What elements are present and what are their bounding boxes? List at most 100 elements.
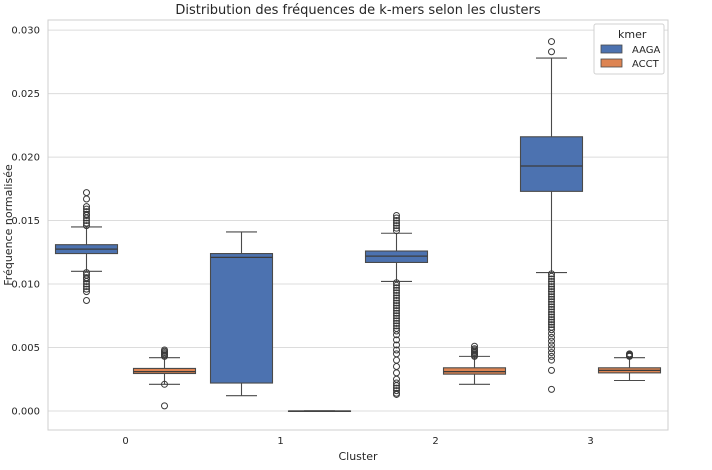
outlier-point — [161, 402, 168, 410]
outlier-point — [83, 277, 90, 285]
outlier-point — [548, 290, 555, 298]
outlier-point — [83, 195, 90, 203]
box-aaga-cluster-3 — [519, 38, 584, 393]
legend-title: kmer — [618, 28, 647, 41]
outlier-point — [393, 289, 400, 297]
x-axis-ticks: 0 1 2 3 — [122, 436, 593, 447]
outlier-point — [393, 369, 400, 377]
legend-swatch-aaga — [600, 44, 623, 54]
outlier-point — [83, 283, 90, 291]
y-tick-label: 0.005 — [11, 343, 40, 354]
outlier-point — [83, 275, 90, 283]
outlier-point — [548, 318, 555, 326]
outlier-point — [83, 211, 90, 219]
outlier-point — [83, 217, 90, 225]
legend: kmer AAGA ACCT — [593, 23, 665, 75]
outlier-point — [548, 48, 555, 56]
outlier-point — [548, 356, 555, 364]
box-acct-cluster-1 — [287, 410, 352, 413]
outlier-point — [393, 314, 400, 322]
outlier-point — [548, 275, 555, 283]
outlier-point — [626, 352, 633, 360]
outlier-point — [393, 284, 400, 292]
outlier-point — [83, 189, 90, 197]
outlier-point — [548, 310, 555, 318]
outlier-point — [393, 211, 400, 219]
outlier-point — [83, 203, 90, 211]
y-axis-ticks: 0.000 0.005 0.010 0.015 0.020 0.025 0.030 — [11, 26, 40, 418]
outlier-point — [393, 327, 400, 335]
x-tick-label: 2 — [432, 436, 438, 447]
outlier-point — [83, 214, 90, 222]
x-tick-label: 1 — [277, 436, 283, 447]
outlier-point — [393, 291, 400, 299]
y-axis-label: Fréquence normalisée — [2, 164, 15, 286]
outlier-point — [548, 280, 555, 288]
box-iqr — [364, 250, 429, 263]
y-tick-label: 0.025 — [11, 89, 40, 100]
outlier-point — [393, 281, 400, 289]
outlier-point — [393, 309, 400, 317]
outlier-point — [393, 379, 400, 387]
outlier-point — [393, 390, 400, 398]
y-tick-label: 0.010 — [11, 280, 40, 291]
box-aaga-cluster-2 — [364, 211, 429, 398]
outlier-point — [393, 217, 400, 225]
box-iqr — [132, 367, 197, 375]
outlier-point — [548, 305, 555, 313]
box-iqr — [519, 136, 584, 192]
outlier-point — [393, 299, 400, 307]
outlier-point — [83, 285, 90, 293]
outlier-point — [548, 349, 555, 357]
outlier-point — [83, 219, 90, 227]
chart-title: Distribution des fréquences de k-mers se… — [175, 3, 540, 18]
outlier-point — [393, 214, 400, 222]
outlier-point — [393, 387, 400, 395]
outlier-point — [548, 337, 555, 345]
outlier-point — [548, 326, 555, 334]
outlier-point — [548, 293, 555, 301]
box-plot-marks — [54, 38, 662, 413]
outlier-point — [393, 346, 400, 354]
outlier-point — [393, 382, 400, 390]
outlier-point — [393, 363, 400, 371]
outlier-point — [393, 307, 400, 315]
plot-frame — [47, 19, 669, 431]
outlier-point — [548, 288, 555, 296]
outlier-point — [393, 336, 400, 344]
outlier-point — [83, 297, 90, 305]
outlier-point — [393, 219, 400, 227]
outlier-point — [548, 313, 555, 321]
box-aaga-cluster-0 — [54, 189, 119, 305]
outlier-point — [548, 366, 555, 374]
outlier-point — [548, 38, 555, 46]
outlier-point — [83, 280, 90, 288]
outlier-point — [393, 224, 400, 232]
outlier-point — [548, 272, 555, 280]
box-acct-cluster-3 — [597, 350, 662, 382]
outlier-point — [548, 283, 555, 291]
box-aaga-cluster-1 — [209, 231, 274, 397]
outlier-point — [393, 317, 400, 325]
legend-swatch-acct — [600, 58, 623, 68]
y-tick-label: 0.000 — [11, 406, 40, 417]
outlier-point — [548, 333, 555, 341]
outlier-point — [393, 294, 400, 302]
outlier-point — [548, 316, 555, 324]
outlier-point — [548, 303, 555, 311]
outlier-point — [393, 304, 400, 312]
legend-label-acct: ACCT — [632, 59, 660, 70]
outlier-point — [83, 222, 90, 230]
outlier-point — [161, 380, 168, 388]
outlier-point — [548, 330, 555, 338]
box-acct-cluster-2 — [442, 342, 507, 385]
outlier-point — [548, 321, 555, 329]
outlier-point — [471, 352, 478, 360]
outlier-point — [393, 312, 400, 320]
x-tick-label: 0 — [122, 436, 128, 447]
y-tick-label: 0.015 — [11, 216, 40, 227]
legend-label-aaga: AAGA — [632, 45, 661, 56]
outlier-point — [393, 286, 400, 294]
outlier-point — [548, 345, 555, 353]
